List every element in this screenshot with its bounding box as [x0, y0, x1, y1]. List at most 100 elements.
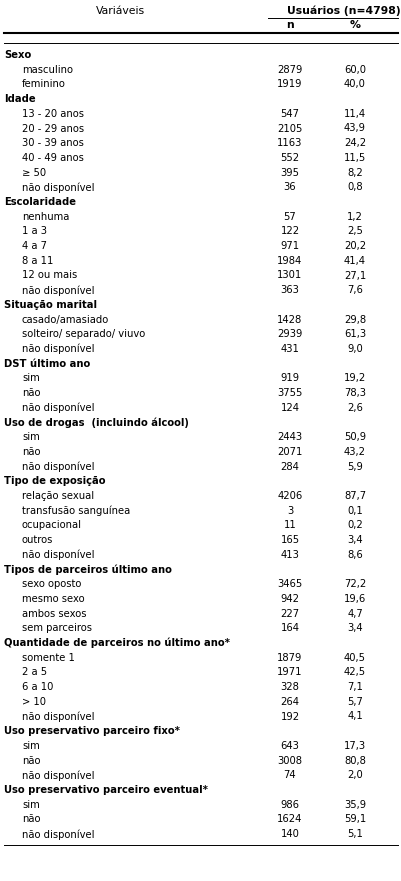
Text: 919: 919	[280, 374, 299, 383]
Text: 74: 74	[283, 770, 296, 781]
Text: 2443: 2443	[277, 433, 302, 442]
Text: 413: 413	[280, 550, 299, 559]
Text: 0,2: 0,2	[346, 521, 362, 530]
Text: 165: 165	[280, 535, 299, 545]
Text: solteiro/ separado/ viuvo: solteiro/ separado/ viuvo	[22, 329, 145, 339]
Text: 1 a 3: 1 a 3	[22, 226, 47, 236]
Text: não: não	[22, 447, 41, 457]
Text: 3: 3	[286, 506, 292, 515]
Text: 20 - 29 anos: 20 - 29 anos	[22, 123, 84, 134]
Text: relação sexual: relação sexual	[22, 491, 94, 501]
Text: 19,6: 19,6	[343, 594, 365, 603]
Text: Uso preservativo parceiro fixo*: Uso preservativo parceiro fixo*	[4, 726, 180, 737]
Text: 1984: 1984	[277, 255, 302, 266]
Text: > 10: > 10	[22, 697, 46, 707]
Text: sim: sim	[22, 741, 40, 751]
Text: não disponível: não disponível	[22, 550, 94, 560]
Text: 3465: 3465	[277, 579, 302, 589]
Text: %: %	[348, 20, 360, 30]
Text: sim: sim	[22, 374, 40, 383]
Text: 72,2: 72,2	[343, 579, 365, 589]
Text: 80,8: 80,8	[343, 756, 365, 766]
Text: 2,6: 2,6	[346, 403, 362, 413]
Text: Tipos de parceiros último ano: Tipos de parceiros último ano	[4, 565, 172, 575]
Text: 40,5: 40,5	[343, 653, 365, 663]
Text: 395: 395	[280, 167, 299, 178]
Text: Tipo de exposição: Tipo de exposição	[4, 477, 105, 486]
Text: 60,0: 60,0	[343, 64, 365, 75]
Text: 1919: 1919	[277, 79, 302, 89]
Text: 8 a 11: 8 a 11	[22, 255, 53, 266]
Text: 986: 986	[280, 800, 299, 810]
Text: 0,8: 0,8	[346, 182, 362, 192]
Text: 328: 328	[280, 682, 299, 692]
Text: Uso de drogas  (incluindo álcool): Uso de drogas (incluindo álcool)	[4, 418, 188, 428]
Text: n: n	[286, 20, 293, 30]
Text: 59,1: 59,1	[343, 814, 365, 825]
Text: não disponível: não disponível	[22, 403, 94, 413]
Text: 13 - 20 anos: 13 - 20 anos	[22, 108, 84, 119]
Text: 164: 164	[280, 623, 299, 633]
Text: 2071: 2071	[277, 447, 302, 457]
Text: 3,4: 3,4	[346, 535, 362, 545]
Text: 4 a 7: 4 a 7	[22, 241, 47, 251]
Text: ocupacional: ocupacional	[22, 521, 82, 530]
Text: Uso preservativo parceiro eventual*: Uso preservativo parceiro eventual*	[4, 785, 207, 795]
Text: mesmo sexo: mesmo sexo	[22, 594, 85, 603]
Text: outros: outros	[22, 535, 53, 545]
Text: 431: 431	[280, 344, 299, 354]
Text: sim: sim	[22, 433, 40, 442]
Text: Variáveis: Variáveis	[96, 6, 145, 16]
Text: ambos sexos: ambos sexos	[22, 609, 86, 618]
Text: casado/amasiado: casado/amasiado	[22, 315, 109, 324]
Text: 1163: 1163	[277, 138, 302, 148]
Text: 41,4: 41,4	[343, 255, 365, 266]
Text: não disponível: não disponível	[22, 712, 94, 722]
Text: não: não	[22, 756, 41, 766]
Text: 643: 643	[280, 741, 299, 751]
Text: transfusão sanguínea: transfusão sanguínea	[22, 506, 130, 516]
Text: 4,1: 4,1	[346, 712, 362, 722]
Text: 7,6: 7,6	[346, 285, 362, 295]
Text: nenhuma: nenhuma	[22, 211, 69, 222]
Text: 1428: 1428	[277, 315, 302, 324]
Text: 227: 227	[280, 609, 299, 618]
Text: 1971: 1971	[277, 668, 302, 677]
Text: Usuários (n=4798): Usuários (n=4798)	[286, 6, 400, 17]
Text: 29,8: 29,8	[343, 315, 365, 324]
Text: 42,5: 42,5	[343, 668, 365, 677]
Text: 87,7: 87,7	[343, 491, 365, 501]
Text: somente 1: somente 1	[22, 653, 75, 663]
Text: 6 a 10: 6 a 10	[22, 682, 53, 692]
Text: 30 - 39 anos: 30 - 39 anos	[22, 138, 84, 148]
Text: 12 ou mais: 12 ou mais	[22, 270, 77, 280]
Text: 284: 284	[280, 462, 299, 471]
Text: 1624: 1624	[277, 814, 302, 825]
Text: 140: 140	[280, 829, 299, 839]
Text: 122: 122	[280, 226, 299, 236]
Text: 43,2: 43,2	[343, 447, 365, 457]
Text: 363: 363	[280, 285, 299, 295]
Text: 35,9: 35,9	[343, 800, 365, 810]
Text: não disponível: não disponível	[22, 829, 94, 840]
Text: 11,4: 11,4	[343, 108, 365, 119]
Text: 0,1: 0,1	[346, 506, 362, 515]
Text: 19,2: 19,2	[343, 374, 365, 383]
Text: 1879: 1879	[277, 653, 302, 663]
Text: 3008: 3008	[277, 756, 302, 766]
Text: sem parceiros: sem parceiros	[22, 623, 92, 633]
Text: sim: sim	[22, 800, 40, 810]
Text: 3,4: 3,4	[346, 623, 362, 633]
Text: não disponível: não disponível	[22, 285, 94, 296]
Text: 2,5: 2,5	[346, 226, 362, 236]
Text: 2,0: 2,0	[346, 770, 362, 781]
Text: não: não	[22, 389, 41, 398]
Text: não: não	[22, 814, 41, 825]
Text: 50,9: 50,9	[343, 433, 365, 442]
Text: 192: 192	[280, 712, 299, 722]
Text: 40,0: 40,0	[343, 79, 365, 89]
Text: 24,2: 24,2	[343, 138, 365, 148]
Text: não disponível: não disponível	[22, 182, 94, 193]
Text: Idade: Idade	[4, 94, 36, 104]
Text: 2879: 2879	[277, 64, 302, 75]
